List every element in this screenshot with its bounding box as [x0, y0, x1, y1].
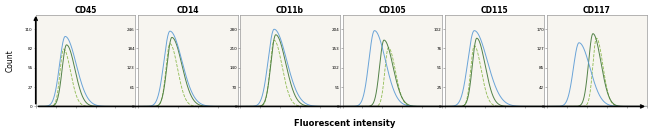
- Title: CD115: CD115: [481, 6, 508, 15]
- Title: CD11b: CD11b: [276, 6, 304, 15]
- Title: CD45: CD45: [74, 6, 97, 15]
- Text: Fluorescent intensity: Fluorescent intensity: [294, 119, 395, 128]
- Title: CD105: CD105: [378, 6, 406, 15]
- Text: Count: Count: [5, 50, 14, 72]
- Title: CD117: CD117: [583, 6, 611, 15]
- Title: CD14: CD14: [177, 6, 199, 15]
